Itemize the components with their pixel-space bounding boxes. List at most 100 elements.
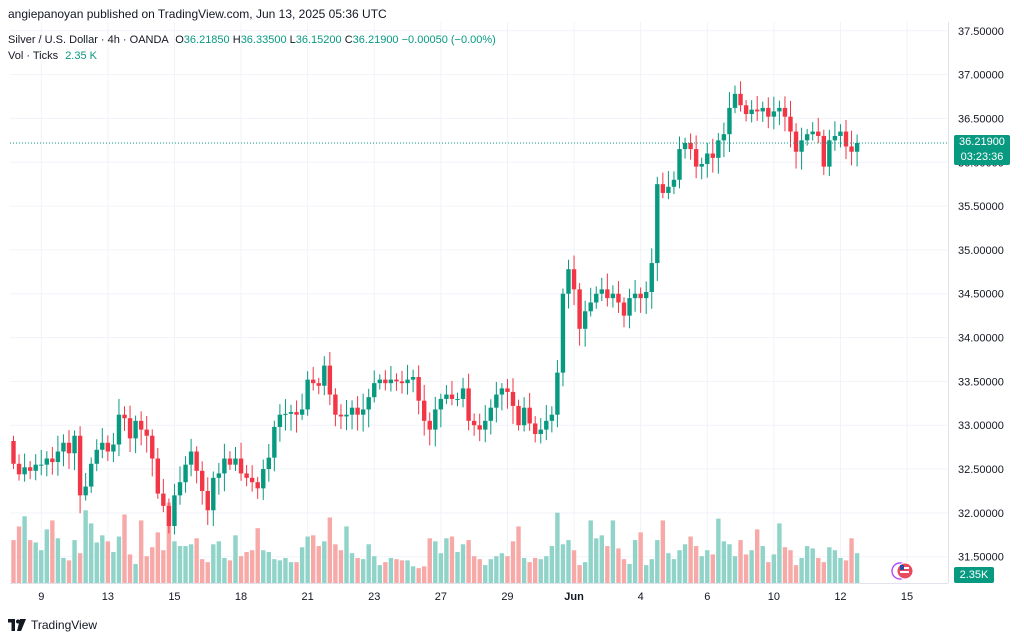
candle-body [710,153,715,158]
volume-bar [255,528,260,583]
candle-body [338,414,344,417]
volume-bar [793,565,799,583]
candle-body [200,470,205,491]
volume-bar [499,553,505,583]
candle-body [466,388,471,421]
volume-bar [188,544,194,583]
x-tick-label: 9 [38,591,44,603]
candle-body [810,131,815,135]
volume-bar [627,563,632,583]
candle-body [771,111,777,117]
candle-body [283,413,288,415]
volume-bar [66,560,72,583]
volume-bar [510,541,516,583]
candle-body [788,116,793,132]
x-tick-label: Jun [564,591,584,603]
volume-bar [283,557,288,583]
x-tick-label: 21 [302,591,314,603]
volume-bar [305,536,310,583]
volume-bar [521,557,527,583]
volume-bar [738,540,743,583]
candle-body [599,289,604,294]
volume-bar [638,532,643,583]
volume-bar [460,544,466,583]
candle-body [294,412,299,415]
candle-body [799,140,804,152]
candle-body [127,418,133,439]
candle-body [677,149,682,180]
volume-bar [205,562,210,583]
candle-body [555,372,560,415]
candle-body [455,398,460,400]
candle-body [483,420,488,430]
volume-bar [571,550,577,583]
candle-body [72,435,77,454]
candle-body [571,269,577,290]
x-tick-label: 15 [901,591,913,603]
candle-body [582,311,588,329]
candle-body [438,398,444,410]
legend-open-label: O [175,34,184,46]
candle-body [538,429,543,434]
candle-body [749,109,754,115]
volume-bar [383,562,388,583]
candle-body [821,135,826,167]
candle-body [627,298,632,316]
legend-low: 36.15200 [295,34,342,46]
economic-event-flag-icon[interactable] [890,561,914,581]
candle-body [804,134,810,141]
volume-bar [22,516,27,583]
volume-bar [827,547,832,583]
legend-symbol: Silver / U.S. Dollar · 4h · OANDA [8,34,169,46]
volume-bar [466,540,471,583]
volume-bar [488,559,493,583]
footer-brand[interactable]: TradingView [8,618,97,632]
volume-bar [322,541,327,583]
candle-body [521,407,527,426]
candle-body [682,142,688,150]
volume-bar [455,552,460,583]
volume-bar [172,541,177,583]
volume-bar [682,544,688,583]
volume-bar [211,544,216,583]
volume-bar [111,552,116,583]
volume-bar [410,566,416,583]
candle-body [755,109,760,112]
candle-body [383,379,388,384]
candle-body [705,153,710,165]
candle-body [327,365,333,395]
candle-body [743,105,749,115]
candle-body [488,407,493,421]
x-tick-label: 27 [435,591,447,603]
volume-bar [494,556,499,583]
volume-bar [344,526,349,583]
candle-body [738,93,743,106]
volume-bar [677,550,682,583]
volume-bar [249,550,255,583]
candle-body [39,464,44,466]
volume-bar [177,546,183,583]
volume-bar [649,559,654,583]
candle-body [616,293,621,303]
candle-body [11,440,16,464]
legend-vol-label: Vol · Ticks [8,50,59,62]
candle-body [433,409,438,430]
candle-body [660,184,666,193]
candle-body [688,142,693,150]
candle-body [255,482,260,489]
volume-bar [105,541,111,583]
volume-bar [621,559,627,583]
volume-bar [233,535,238,583]
candle-body [344,414,349,417]
volume-bar [710,554,715,583]
volume-bar [566,540,571,583]
candle-body [150,435,155,459]
volume-bar [116,536,122,583]
y-tick-label: 33.50000 [958,376,1004,388]
volume-bar [782,547,788,583]
candle-body [766,107,771,117]
x-tick-label: 23 [368,591,380,603]
volume-bar [216,541,222,583]
volume-bar [516,526,521,583]
